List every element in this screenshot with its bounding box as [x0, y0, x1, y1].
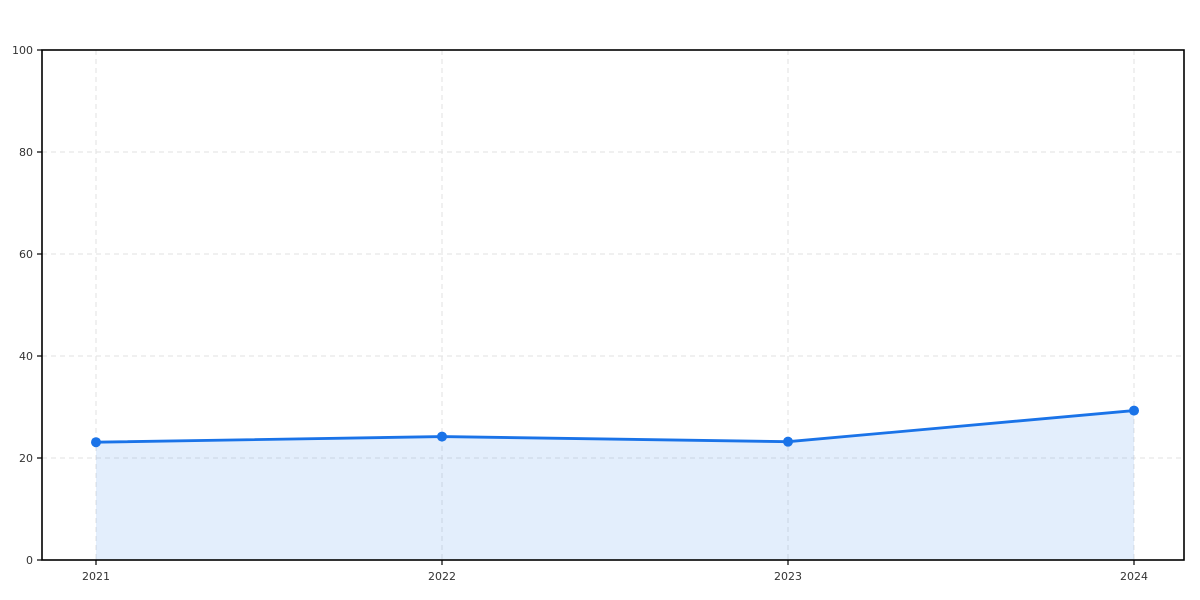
x-tick-label-2021: 2021 [82, 570, 110, 583]
data-point-2023 [783, 436, 793, 447]
data-point-2024 [1129, 405, 1139, 416]
y-tick-label-20: 20 [19, 452, 33, 465]
y-tick-label-40: 40 [19, 350, 33, 363]
x-tick-label-2024: 2024 [1120, 570, 1148, 583]
plot-border [41, 49, 1185, 561]
x-tick-label-2023: 2023 [774, 570, 802, 583]
data-point-2022 [437, 431, 447, 442]
x-tick-label-2022: 2022 [428, 570, 456, 583]
y-tick-label-100: 100 [12, 44, 33, 57]
y-tick-label-60: 60 [19, 248, 33, 261]
y-tick-label-0: 0 [26, 554, 33, 567]
trend-line [94, 409, 1136, 444]
area-fill [96, 410, 1134, 560]
data-point-2021 [91, 437, 101, 448]
y-tick-label-80: 80 [19, 146, 33, 159]
